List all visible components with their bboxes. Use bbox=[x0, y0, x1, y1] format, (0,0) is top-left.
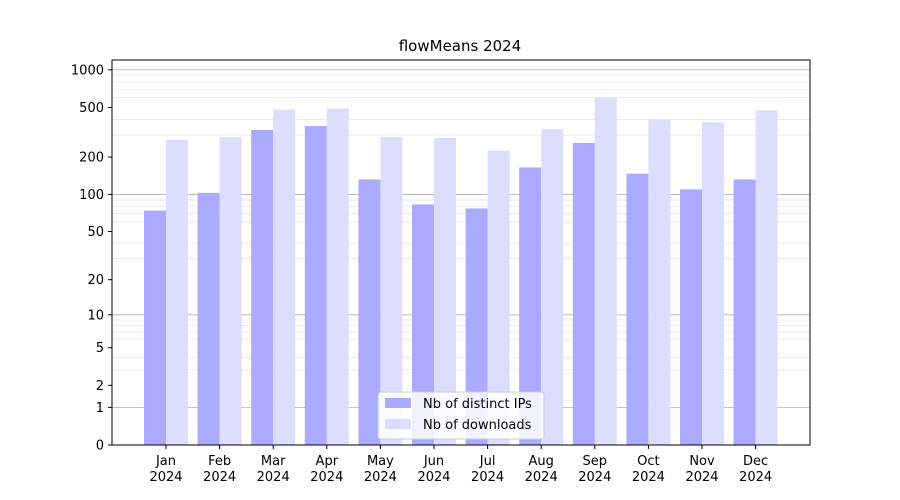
x-tick-label: May 2024 bbox=[364, 454, 397, 485]
y-tick-label: 0 bbox=[96, 439, 104, 454]
y-tick-label: 50 bbox=[87, 225, 104, 240]
legend-label-downloads: Nb of downloads bbox=[423, 418, 532, 433]
bar-downloads bbox=[434, 137, 456, 445]
bar-distinct-ips bbox=[251, 129, 274, 445]
bar-downloads bbox=[273, 109, 296, 445]
legend-box bbox=[377, 391, 545, 440]
legend-swatch-distinct-ips bbox=[385, 398, 411, 408]
bars bbox=[144, 97, 778, 446]
chart-title: flowMeans 2024 bbox=[399, 37, 522, 55]
x-tick-label: Aug 2024 bbox=[525, 454, 558, 485]
legend-label-distinct-ips: Nb of distinct IPs bbox=[423, 397, 532, 412]
y-axis: 0 1 2 5 10 20 50 100 200 500 1000 bbox=[71, 63, 112, 454]
bar-distinct-ips bbox=[733, 179, 756, 446]
bar-distinct-ips bbox=[412, 204, 434, 445]
x-tick-label: Jan 2024 bbox=[149, 454, 182, 485]
y-tick-label: 100 bbox=[79, 188, 104, 203]
bar-downloads bbox=[219, 137, 242, 446]
bar-downloads bbox=[648, 119, 671, 446]
y-tick-label: 2 bbox=[96, 379, 104, 394]
y-tick-label: 1000 bbox=[71, 63, 104, 78]
bar-downloads bbox=[166, 139, 188, 446]
legend: Nb of distinct IPs Nb of downloads bbox=[377, 391, 545, 440]
x-tick-label: Feb 2024 bbox=[203, 454, 236, 485]
x-tick-label: Nov 2024 bbox=[685, 454, 718, 485]
bar-distinct-ips bbox=[144, 210, 166, 445]
bar-distinct-ips bbox=[304, 126, 327, 445]
y-tick-label: 200 bbox=[79, 151, 104, 166]
bar-distinct-ips bbox=[572, 142, 595, 445]
bar-downloads bbox=[594, 97, 617, 445]
x-tick-label: Dec 2024 bbox=[739, 454, 772, 485]
bar-distinct-ips bbox=[519, 167, 542, 445]
bar-distinct-ips bbox=[465, 208, 488, 445]
x-axis: Jan 2024 Feb 2024 Mar 2024 Apr 2024 May 2024 Jun 20… bbox=[149, 445, 772, 485]
x-tick-label: Apr 2024 bbox=[310, 454, 343, 485]
y-tick-label: 1 bbox=[96, 401, 104, 416]
x-tick-label: Oct 2024 bbox=[632, 454, 665, 485]
x-tick-label: Sep 2024 bbox=[578, 454, 611, 485]
x-tick-label: Jul 2024 bbox=[471, 454, 504, 485]
bar-downloads bbox=[755, 110, 778, 446]
bar-distinct-ips bbox=[358, 179, 381, 446]
bar-distinct-ips bbox=[626, 173, 649, 445]
y-tick-label: 500 bbox=[79, 101, 104, 116]
bar-downloads bbox=[380, 136, 403, 446]
y-tick-label: 10 bbox=[87, 308, 104, 323]
x-tick-label: Jun 2024 bbox=[417, 454, 450, 485]
y-tick-label: 20 bbox=[87, 273, 104, 288]
bar-downloads bbox=[326, 108, 349, 446]
legend-swatch-downloads bbox=[385, 419, 411, 429]
bar-downloads bbox=[541, 129, 564, 446]
plot-frame bbox=[111, 59, 811, 446]
y-tick-label: 5 bbox=[96, 341, 104, 356]
bar-distinct-ips bbox=[197, 192, 220, 445]
bar-downloads bbox=[702, 122, 724, 446]
x-tick-label: Mar 2024 bbox=[257, 454, 290, 485]
bar-distinct-ips bbox=[680, 189, 702, 445]
bar-downloads bbox=[487, 150, 510, 445]
